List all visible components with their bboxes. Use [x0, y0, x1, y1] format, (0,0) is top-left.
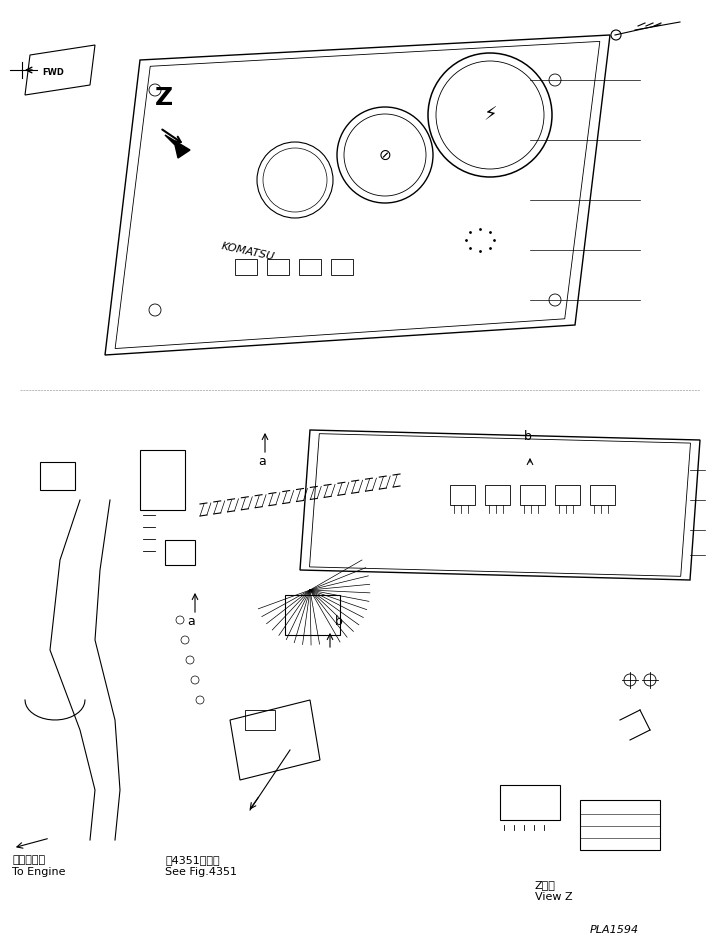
- Bar: [580, 800, 660, 850]
- Bar: [450, 485, 475, 505]
- Text: b: b: [524, 430, 532, 443]
- Bar: [165, 540, 195, 565]
- Polygon shape: [165, 135, 190, 158]
- Bar: [267, 259, 289, 275]
- Bar: [331, 259, 353, 275]
- Text: FWD: FWD: [42, 68, 64, 77]
- Text: ⊘: ⊘: [379, 147, 392, 162]
- Text: PLA1594: PLA1594: [590, 925, 639, 935]
- Text: Z　視
View Z: Z 視 View Z: [535, 880, 572, 902]
- Text: KOMATSU: KOMATSU: [220, 241, 275, 262]
- Bar: [485, 485, 510, 505]
- Bar: [140, 450, 185, 510]
- Text: 笥4351図参照
See Fig.4351: 笥4351図参照 See Fig.4351: [165, 855, 237, 877]
- Bar: [555, 485, 580, 505]
- Text: ⚡: ⚡: [483, 106, 497, 124]
- Bar: [285, 595, 340, 635]
- Bar: [590, 485, 615, 505]
- Text: a: a: [258, 455, 266, 468]
- Text: a: a: [187, 615, 195, 628]
- Bar: [299, 259, 321, 275]
- Text: エンジンへ
To Engine: エンジンへ To Engine: [12, 855, 66, 877]
- Bar: [40, 462, 75, 490]
- Text: Z: Z: [155, 86, 173, 110]
- Bar: [500, 785, 560, 820]
- Bar: [245, 710, 275, 730]
- Bar: [235, 259, 257, 275]
- Text: b: b: [335, 615, 343, 628]
- Bar: [520, 485, 545, 505]
